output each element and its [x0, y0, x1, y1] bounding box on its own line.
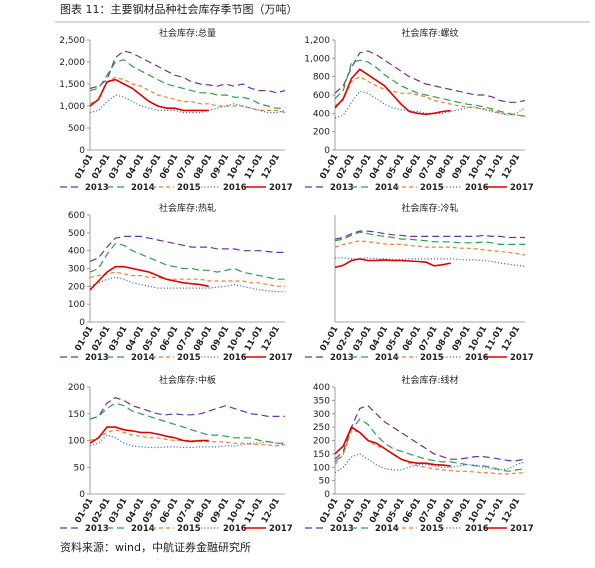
y-tick-label: 500 — [68, 229, 85, 239]
y-tick-label: 1,000 — [304, 54, 330, 64]
legend-label: 2017 — [510, 183, 534, 193]
y-tick-label: 150 — [313, 450, 330, 460]
legend-label: 2017 — [269, 524, 293, 534]
source-note: 资料来源：wind，中航证券金融研究所 — [60, 540, 251, 554]
y-tick-label: 0 — [79, 318, 85, 328]
series-line — [334, 240, 526, 256]
y-tick-label: 600 — [68, 211, 85, 221]
legend-label: 2016 — [465, 353, 489, 363]
chart-title: 社会库存:螺纹 — [401, 27, 458, 39]
legend-label: 2014 — [375, 524, 399, 534]
series-line — [334, 50, 526, 103]
y-tick-label: 200 — [68, 282, 85, 292]
legend-label: 2016 — [223, 353, 247, 363]
series-line — [334, 258, 451, 269]
legend-label: 2013 — [85, 524, 109, 534]
series-line — [89, 426, 209, 444]
y-tick-label: 0 — [324, 490, 330, 500]
legend-label: 2017 — [269, 353, 293, 363]
legend-label: 2013 — [330, 524, 354, 534]
y-tick-label: 0 — [324, 146, 330, 156]
series-line — [89, 50, 286, 94]
legend-label: 2017 — [510, 353, 534, 363]
legend-label: 2014 — [375, 183, 399, 193]
series-line — [89, 397, 285, 420]
series-line — [334, 68, 451, 116]
y-tick-label: 300 — [68, 265, 85, 275]
legend-label: 2015 — [420, 183, 444, 193]
y-tick-label: 50 — [74, 463, 86, 473]
legend-label: 2013 — [85, 183, 109, 193]
legend-label: 2017 — [269, 183, 293, 193]
legend-label: 2015 — [177, 183, 201, 193]
series-line — [334, 405, 526, 462]
y-tick-label: 0 — [79, 146, 85, 156]
y-tick-label: 400 — [313, 109, 330, 119]
legend-label: 2015 — [420, 353, 444, 363]
y-tick-label: 150 — [68, 410, 85, 420]
y-tick-label: 400 — [313, 383, 330, 393]
y-tick-label: 0 — [79, 490, 85, 500]
legend-label: 2013 — [85, 353, 109, 363]
y-tick-label: 100 — [68, 300, 85, 310]
series-line — [334, 230, 525, 240]
y-tick-label: 400 — [68, 247, 85, 257]
legend-label: 2014 — [131, 353, 155, 363]
legend-label: 2017 — [510, 524, 534, 534]
series-line — [89, 59, 285, 109]
legend-label: 2014 — [131, 524, 155, 534]
legend-label: 2014 — [375, 353, 399, 363]
legend-label: 2015 — [177, 353, 201, 363]
series-line — [89, 94, 286, 114]
legend-label: 2015 — [420, 524, 444, 534]
y-tick-label: 1,000 — [59, 102, 85, 112]
series-line — [89, 271, 285, 287]
y-tick-label: 200 — [313, 128, 330, 138]
y-tick-label: 200 — [68, 383, 85, 393]
series-line — [89, 76, 286, 114]
y-tick-label: 250 — [313, 423, 330, 433]
chart-title: 社会库存:中板 — [159, 374, 216, 386]
legend-label: 2013 — [330, 183, 354, 193]
legend-label: 2014 — [131, 183, 155, 193]
series-line — [334, 418, 526, 472]
series-line — [89, 402, 285, 444]
y-tick-label: 300 — [313, 410, 330, 420]
y-tick-label: 200 — [313, 437, 330, 447]
y-tick-label: 100 — [68, 437, 85, 447]
y-tick-label: 800 — [313, 73, 330, 83]
series-line — [334, 425, 451, 467]
y-tick-label: 1,500 — [59, 80, 85, 90]
series-line — [89, 242, 285, 280]
y-tick-label: 100 — [313, 463, 330, 473]
y-tick-label: 50 — [319, 477, 331, 487]
series-line — [334, 76, 526, 117]
series-line — [89, 429, 286, 447]
series-line — [89, 265, 209, 291]
figure-title: 图表 11：主要钢材品种社会库存季节图（万吨） — [60, 2, 298, 16]
series-line — [89, 235, 285, 262]
series-line — [334, 231, 525, 245]
legend-label: 2013 — [330, 353, 354, 363]
y-tick-label: 350 — [313, 396, 330, 406]
chart-title: 社会库存:线材 — [401, 374, 458, 386]
legend-label: 2016 — [465, 524, 489, 534]
series-line — [334, 59, 526, 117]
y-tick-label: 2,500 — [59, 36, 85, 46]
y-tick-label: 600 — [313, 91, 330, 101]
chart-title: 社会库存:冷轧 — [401, 202, 458, 214]
y-tick-label: 2,000 — [59, 58, 85, 68]
legend-label: 2016 — [223, 183, 247, 193]
chart-title: 社会库存:热轧 — [159, 202, 216, 214]
y-tick-label: 500 — [68, 124, 85, 134]
chart-title: 社会库存:总量 — [159, 27, 216, 39]
series-line — [89, 78, 209, 112]
y-tick-label: 1,200 — [304, 36, 330, 46]
legend-label: 2016 — [465, 183, 489, 193]
legend-label: 2015 — [177, 524, 201, 534]
legend-label: 2016 — [223, 524, 247, 534]
